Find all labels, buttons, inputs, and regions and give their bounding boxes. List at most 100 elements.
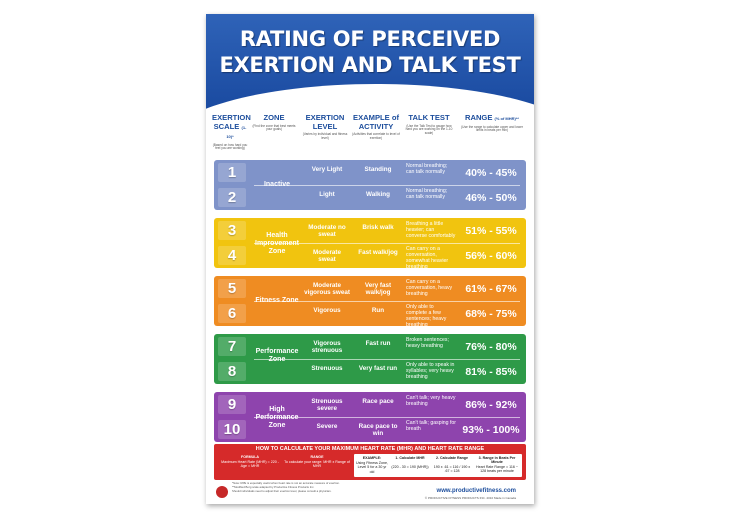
mhr-step1-text: (220 - 30 = 190 (MHR)) bbox=[391, 465, 429, 469]
footer-copyright: © PRODUCTIVE FITNESS PRODUCTS INC. 2010 … bbox=[424, 496, 516, 500]
header-zone: ZONE (Find the zone that best meets your… bbox=[252, 113, 296, 132]
talk-test: Can't talk; gasping for breath bbox=[406, 420, 457, 432]
example-activity: Brisk walk bbox=[362, 224, 394, 231]
scale-number-box bbox=[218, 304, 246, 323]
talk-test: Can't talk; very heavy breathing bbox=[406, 395, 456, 407]
example-activity: Walking bbox=[366, 191, 390, 198]
example-activity: Run bbox=[371, 307, 385, 314]
example-activity: Fast run bbox=[365, 340, 391, 347]
mhr-range: 86% - 92% bbox=[465, 399, 517, 411]
talk-test: Only able to speak in syllables; very he… bbox=[406, 362, 455, 380]
talk-test: Can carry on a conversation, somewhat he… bbox=[406, 246, 449, 270]
zone-band-4: Performance Zone 7 Vigorous strenuous Fast … bbox=[214, 334, 526, 384]
zone-band-1: Inactive 1 Very Light Standing Normal breath… bbox=[214, 160, 526, 210]
header-level-label: EXERTION LEVEL bbox=[305, 113, 345, 131]
scale-number: 6 bbox=[227, 305, 237, 322]
footer-url: www.productivefitness.com bbox=[436, 488, 516, 494]
mhr-example-box: EXAMPLE: Using Fitness Zone, Level 5 for… bbox=[354, 454, 522, 477]
header-range: RANGE (% of MHR)** (Use the range to cal… bbox=[460, 113, 524, 133]
exertion-level: Strenuous bbox=[311, 365, 343, 372]
mhr-step1: 1. Calculate MHR bbox=[395, 456, 425, 460]
scale-number: 10 bbox=[223, 421, 241, 438]
scale-number: 3 bbox=[227, 222, 237, 239]
zone-name: Inactive bbox=[263, 181, 291, 188]
scale-number-box bbox=[218, 221, 246, 240]
header-scale-sub: (Based on how hard you feel you are work… bbox=[212, 142, 248, 151]
header-activity-sub: (Activities that correlate to level of e… bbox=[352, 132, 400, 140]
note-3: Should individuals need to adjust their … bbox=[232, 489, 332, 493]
exertion-level: Light bbox=[319, 191, 335, 198]
example-activity: Standing bbox=[364, 166, 392, 173]
exertion-level: Moderate vigorous sweat bbox=[304, 282, 350, 296]
scale-number: 2 bbox=[227, 189, 237, 206]
mhr-step2: 2. Calculate Range bbox=[436, 456, 468, 460]
exertion-level: Vigorous bbox=[313, 307, 341, 314]
mhr-step3: 3. Range in Beats Per Minute bbox=[478, 456, 516, 465]
header-range-label: RANGE bbox=[464, 113, 493, 122]
scale-number: 8 bbox=[227, 363, 237, 380]
header-zone-sub: (Find the zone that best meets your goal… bbox=[252, 123, 296, 132]
zone-name: Fitness Zone bbox=[255, 297, 299, 304]
header-scale-suffix: (1-10)* bbox=[226, 124, 247, 140]
mhr-example-label: EXAMPLE: bbox=[362, 456, 382, 460]
mhr-range: 68% - 75% bbox=[465, 308, 517, 320]
note-1: *Note: RPE is especially useful when hea… bbox=[232, 481, 340, 485]
exertion-level: Strenuous severe bbox=[311, 398, 343, 412]
mhr-range-text: To calculate your range: MHR x Range of … bbox=[284, 460, 350, 469]
mhr-range: 93% - 100% bbox=[462, 424, 520, 436]
mhr-step2-text: 190 x .61 = 116 / 190 x .67 = 128 bbox=[433, 465, 471, 474]
mhr-range: 51% - 55% bbox=[465, 225, 517, 237]
header-talk-label: TALK TEST bbox=[408, 113, 450, 122]
header-zone-label: ZONE bbox=[263, 113, 285, 122]
mhr-example-text: Using Fitness Zone, Level 5 for a 30 yr … bbox=[356, 461, 388, 474]
example-activity: Race pace bbox=[362, 398, 394, 405]
mhr-range: 61% - 67% bbox=[465, 283, 517, 295]
exertion-level: Vigorous strenuous bbox=[311, 340, 343, 354]
scale-number-box bbox=[218, 163, 246, 182]
talk-test: Only able to complete a few sentences; h… bbox=[406, 304, 447, 328]
header-activity-label: EXAMPLE of ACTIVITY bbox=[353, 113, 399, 131]
example-activity: Race pace to win bbox=[358, 423, 398, 437]
example-activity: Fast walk/jog bbox=[358, 249, 398, 256]
talk-test: Normal breathing; can talk normally bbox=[406, 188, 448, 200]
header-talk-sub: (Use the Talk Test to gauge how hard you… bbox=[405, 123, 453, 136]
example-activity: Very fast run bbox=[358, 365, 398, 372]
mhr-formula-label: FORMULA bbox=[241, 455, 259, 459]
header-activity: EXAMPLE of ACTIVITY (Activities that cor… bbox=[352, 113, 400, 141]
mhr-calculator: HOW TO CALCULATE YOUR MAXIMUM HEART RATE… bbox=[214, 444, 526, 480]
header-level-sub: (Varies by individual and fitness level) bbox=[302, 132, 348, 140]
scale-number-box bbox=[218, 395, 246, 414]
header-scale-label: EXERTION SCALE bbox=[212, 113, 251, 131]
exertion-level: Severe bbox=[316, 423, 338, 430]
header-talk: TALK TEST (Use the Talk Test to gauge ho… bbox=[404, 113, 454, 136]
row-divider bbox=[254, 301, 520, 302]
zone-band-3: Fitness Zone 5 Moderate vigorous sweat Very… bbox=[214, 276, 526, 328]
productive-fitness-logo bbox=[216, 486, 228, 498]
zone-name: Performance Zone bbox=[255, 348, 299, 363]
scale-number-box bbox=[218, 337, 246, 356]
scale-number: 9 bbox=[227, 396, 237, 413]
zone-name: High Performance Zone bbox=[255, 406, 299, 429]
zone-band-2: Health Improvement Zone 3 Moderate no swea… bbox=[214, 218, 526, 270]
row-divider bbox=[254, 185, 520, 186]
header-level: EXERTION LEVEL (Varies by individual and… bbox=[302, 113, 348, 141]
mhr-step3-text: Heart Rate Range = 116 ~ 128 beats per m… bbox=[476, 465, 518, 474]
header-scale: EXERTION SCALE (1-10)* (Based on how har… bbox=[212, 113, 251, 151]
scale-number-box bbox=[218, 362, 246, 381]
note-2: **Modified Borg scale adapted by Product… bbox=[232, 485, 315, 489]
zone-band-5: High Performance Zone 9 Strenuous severe Ra… bbox=[214, 392, 526, 442]
exertion-level: Very Light bbox=[311, 166, 343, 173]
scale-number: 4 bbox=[227, 247, 237, 264]
poster: RATING OF PERCEIVED EXERTION AND TALK TE… bbox=[206, 14, 534, 504]
mhr-range: 40% - 45% bbox=[465, 167, 517, 179]
scale-number-box bbox=[218, 246, 246, 265]
talk-test: Normal breathing; can talk normally bbox=[406, 163, 448, 175]
talk-test: Broken sentences; heavy breathing bbox=[406, 337, 449, 349]
mhr-formula-text: Maximum Heart Rate (MHR) = 220 - Age = M… bbox=[221, 460, 279, 469]
exertion-level: Moderate sweat bbox=[313, 249, 341, 263]
zone-name: Health Improvement Zone bbox=[255, 232, 299, 255]
title-line-1: RATING OF PERCEIVED bbox=[239, 27, 501, 51]
row-divider bbox=[254, 243, 520, 244]
scale-number: 7 bbox=[227, 338, 237, 355]
mhr-range: 81% - 85% bbox=[465, 366, 517, 378]
